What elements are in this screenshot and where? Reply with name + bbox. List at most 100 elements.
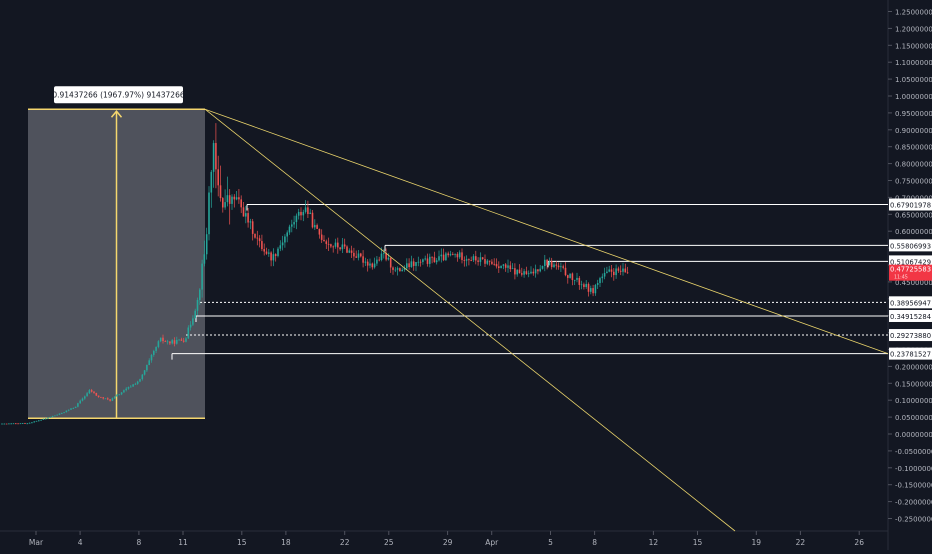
candle-body — [17, 423, 19, 425]
candle-body — [353, 252, 355, 257]
candle-body — [182, 340, 185, 342]
candle-body — [475, 256, 477, 261]
candle-body — [148, 360, 150, 365]
time-tick-label: Apr — [485, 538, 499, 547]
candle-body — [153, 350, 155, 355]
time-tick-label: 8 — [137, 538, 142, 547]
candle-body — [256, 237, 259, 239]
candle-body — [422, 259, 424, 262]
candle-body — [245, 213, 247, 217]
candle-body — [567, 275, 569, 278]
candle-body — [615, 268, 617, 276]
candle-body — [592, 288, 594, 294]
candle-body — [21, 423, 24, 424]
trendlines[interactable] — [204, 108, 889, 532]
candle-body — [346, 246, 348, 253]
candle-body — [440, 254, 443, 257]
candle-body — [431, 256, 433, 258]
candle-body — [67, 409, 70, 411]
candle-body — [456, 253, 459, 258]
candle-body — [378, 259, 380, 261]
candle-body — [176, 339, 178, 344]
time-tick-label: 19 — [752, 538, 762, 547]
candle-body — [458, 252, 461, 258]
candle-body — [173, 340, 176, 344]
candle-body — [180, 339, 183, 341]
candle-body — [532, 271, 535, 274]
candle-body — [254, 233, 256, 238]
candle-body — [619, 270, 622, 272]
candle-body — [268, 252, 270, 254]
level-price-label: 0.29273880 — [890, 332, 931, 340]
candle-body — [102, 397, 104, 399]
candle-body — [233, 196, 236, 200]
level-price-label: 0.23781527 — [890, 351, 931, 359]
candle-body — [521, 273, 523, 275]
candle-body — [596, 283, 599, 285]
candle-body — [261, 241, 263, 250]
candle-body — [408, 263, 410, 268]
level-price-label: 0.38956947 — [890, 299, 931, 307]
candle-body — [401, 269, 403, 272]
trendline-lower[interactable] — [204, 108, 736, 532]
candle-body — [610, 269, 613, 272]
measure-label: 0.91437266 (1967.97%) 91437266 — [52, 91, 184, 100]
candle-body — [383, 252, 385, 254]
level-price-box — [889, 239, 932, 252]
candle-body — [123, 390, 125, 393]
candle-body — [426, 258, 429, 264]
time-tick-label: 22 — [796, 538, 806, 547]
candle-body — [150, 354, 153, 361]
candle-body — [438, 256, 440, 261]
candle-body — [518, 269, 521, 274]
candle-body — [337, 242, 339, 248]
candle-body — [580, 284, 583, 286]
candle-body — [258, 238, 261, 242]
candle-body — [334, 242, 337, 247]
candle-body — [40, 419, 42, 421]
candle-body — [468, 259, 470, 261]
time-tick-label: 29 — [443, 538, 453, 547]
candle-body — [222, 198, 224, 208]
price-tick-label: -0.25000000 — [895, 516, 932, 524]
candle-body — [263, 249, 265, 252]
candle-body — [463, 259, 466, 261]
measure-label-box — [54, 86, 183, 104]
candle-body — [8, 423, 10, 425]
candle-body — [500, 265, 502, 268]
candle-body — [203, 254, 206, 264]
candle-body — [162, 337, 164, 342]
measure-tool[interactable]: 0.91437266 (1967.97%) 91437266 — [28, 86, 205, 420]
candle-body — [84, 396, 86, 399]
trendline-upper[interactable] — [204, 108, 889, 355]
candle-body — [429, 256, 431, 264]
candle-body — [97, 395, 100, 397]
candle-body — [224, 202, 226, 208]
candle-body — [339, 247, 341, 250]
candle-body — [291, 224, 293, 227]
candle-body — [392, 267, 394, 270]
horizontal-levels[interactable] — [171, 203, 888, 360]
time-axis[interactable]: Mar 4 8 11 15 18 22 25 29 Apr 5 8 12 15 19 22 26 — [29, 531, 864, 547]
candle-body — [452, 254, 454, 255]
candle-body — [189, 324, 192, 328]
candle-body — [63, 412, 65, 414]
candle-body — [587, 283, 590, 292]
candle-body — [300, 211, 302, 216]
candle-body — [376, 259, 378, 264]
candle-body — [19, 423, 22, 425]
candle-body — [316, 225, 318, 229]
candle-body — [573, 279, 576, 281]
candle-body — [196, 299, 199, 311]
candle-body — [369, 263, 371, 266]
level-price-box — [889, 309, 932, 322]
candle-body — [212, 143, 215, 172]
candle-body — [215, 143, 217, 170]
